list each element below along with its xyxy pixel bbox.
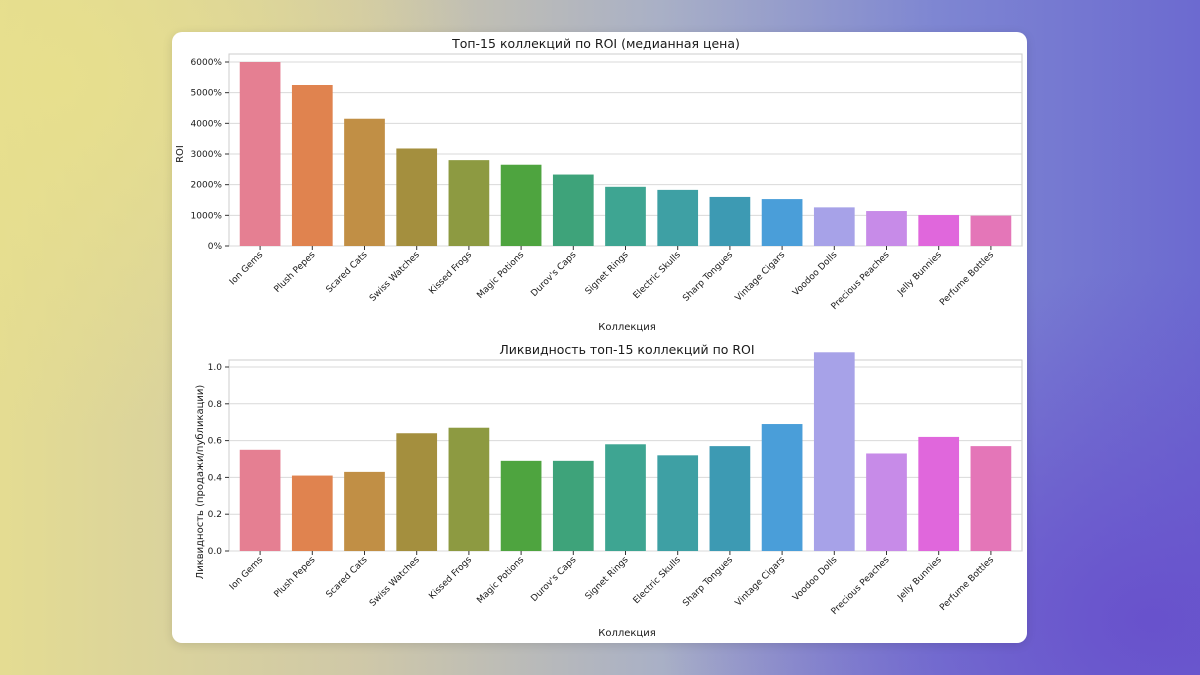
roi-category-label: Magic Potions	[475, 250, 526, 301]
liquidity-bar	[291, 475, 333, 551]
roi-ytick-label: 3000%	[191, 150, 223, 160]
liquidity-ytick-label: 0.0	[208, 547, 223, 557]
liquidity-ytick-label: 0.2	[208, 510, 222, 520]
liquidity-bar	[918, 436, 960, 551]
roi-category-label: Ion Gems	[228, 250, 265, 287]
roi-category-label: Jelly Bunnies	[895, 250, 944, 299]
liquidity-chart-title: Ликвидность топ-15 коллекций по ROI	[499, 342, 754, 357]
roi-category-label: Electric Skulls	[632, 250, 683, 301]
liquidity-chart: 0.0 0.2 0.4 0.6 0.8 1.0 Ion Gems Plush Pepes Sca…	[195, 342, 1023, 639]
liquidity-category-label: Voodoo Dolls	[791, 555, 839, 603]
liquidity-category-label: Kissed Frogs	[427, 555, 474, 602]
roi-category-label: Kissed Frogs	[427, 250, 474, 297]
liquidity-category-label: Scared Cats	[324, 555, 369, 600]
roi-category-label: Plush Pepes	[273, 250, 318, 295]
liquidity-category-label: Electric Skulls	[632, 555, 683, 606]
roi-ytick-label: 1000%	[191, 211, 223, 221]
liquidity-bar	[448, 427, 490, 551]
roi-bar	[918, 215, 960, 246]
roi-category-label: Voodoo Dolls	[791, 250, 839, 298]
roi-chart-xlabel: Коллекция	[598, 322, 656, 333]
liquidity-category-label: Vintage Cigars	[734, 555, 788, 609]
roi-category-label: Scared Cats	[324, 250, 369, 295]
roi-ytick-label: 0%	[208, 242, 223, 252]
roi-ytick-label: 6000%	[191, 58, 223, 68]
liquidity-bar	[761, 424, 803, 551]
roi-bar	[605, 186, 646, 246]
roi-chart-title: Топ-15 коллекций по ROI (медианная цена)	[451, 36, 740, 51]
roi-category-label: Durov's Caps	[529, 250, 578, 299]
roi-bar	[291, 85, 333, 246]
charts-svg: 0% 1000% 2000% 3000% 4000% 5000% 6000% Ion Gems…	[175, 36, 1023, 639]
roi-bar	[866, 211, 907, 246]
roi-chart-ylabel: ROI	[175, 145, 186, 163]
roi-ytick-label: 4000%	[191, 119, 223, 129]
liquidity-ytick-label: 0.6	[208, 437, 223, 447]
roi-ytick-label: 2000%	[191, 181, 223, 191]
liquidity-bar	[970, 446, 1012, 551]
roi-category-label: Swiss Watches	[368, 250, 422, 304]
liquidity-ytick-label: 0.8	[208, 400, 223, 410]
liquidity-bar	[813, 352, 855, 551]
liquidity-category-label: Durov's Caps	[529, 555, 578, 604]
liquidity-ytick-label: 1.0	[208, 363, 223, 373]
liquidity-chart-xlabel: Коллекция	[598, 628, 656, 639]
liquidity-bar	[552, 460, 594, 551]
chart-card: 0% 1000% 2000% 3000% 4000% 5000% 6000% Ion Gems…	[172, 32, 1027, 643]
liquidity-chart-ylabel: Ликвидность (продажи/публикации)	[195, 385, 206, 580]
roi-category-label: Vintage Cigars	[734, 250, 788, 304]
roi-bar	[657, 189, 699, 246]
liquidity-category-label: Swiss Watches	[368, 555, 422, 609]
roi-bar	[970, 215, 1012, 246]
roi-category-label: Signet Rings	[584, 250, 631, 297]
liquidity-bar	[396, 433, 438, 551]
liquidity-bar	[866, 453, 907, 551]
roi-bar	[344, 118, 385, 246]
liquidity-bar	[239, 449, 281, 551]
roi-category-label: Perfume Bottles	[938, 250, 996, 308]
liquidity-ytick-label: 0.4	[208, 473, 223, 483]
roi-ytick-label: 5000%	[191, 89, 223, 99]
roi-category-label: Precious Peaches	[830, 250, 892, 312]
liquidity-category-label: Signet Rings	[584, 555, 631, 602]
liquidity-category-label: Ion Gems	[228, 555, 265, 592]
liquidity-bar	[657, 455, 699, 551]
roi-bar	[761, 199, 803, 246]
liquidity-category-label: Sharp Tongues	[681, 555, 735, 609]
roi-bar	[709, 196, 751, 246]
roi-bar	[813, 207, 855, 246]
roi-category-label: Sharp Tongues	[681, 250, 735, 304]
liquidity-bar	[344, 471, 385, 551]
liquidity-category-label: Precious Peaches	[830, 555, 892, 617]
liquidity-bar	[500, 460, 542, 551]
liquidity-category-label: Plush Pepes	[273, 555, 318, 600]
liquidity-bar	[605, 444, 646, 551]
liquidity-category-label: Jelly Bunnies	[895, 555, 944, 604]
roi-chart: 0% 1000% 2000% 3000% 4000% 5000% 6000% Ion Gems…	[175, 36, 1023, 333]
roi-bar	[396, 148, 438, 246]
liquidity-category-label: Magic Potions	[475, 555, 526, 606]
roi-bar	[448, 160, 490, 246]
roi-bar	[500, 164, 542, 246]
liquidity-category-label: Perfume Bottles	[938, 555, 996, 613]
roi-bar	[552, 174, 594, 246]
liquidity-bar	[709, 446, 751, 551]
roi-bar	[239, 62, 281, 246]
